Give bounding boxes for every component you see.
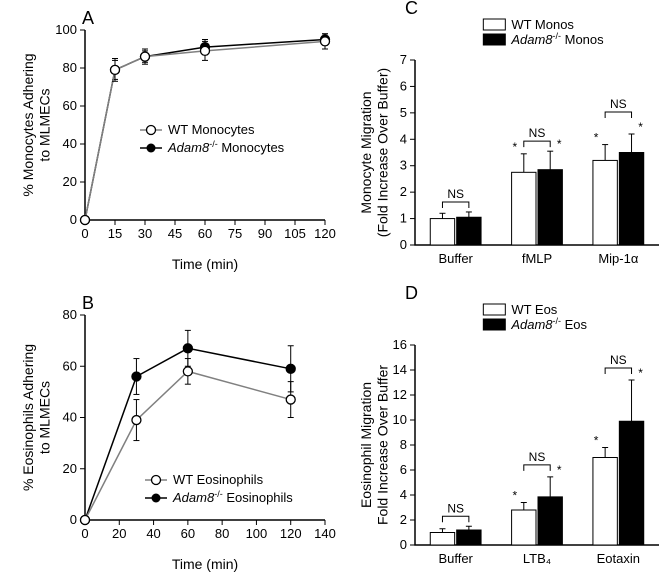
svg-text:40: 40	[146, 526, 160, 541]
svg-text:*: *	[512, 489, 517, 503]
svg-text:10: 10	[393, 412, 407, 427]
panel-a: A 0 15 30 45 60 75 90 105 120 0 20 40 60 80 100 Time (m…	[0, 0, 340, 275]
svg-text:*: *	[638, 120, 643, 134]
svg-text:0: 0	[81, 226, 88, 241]
panel-c-label: C	[405, 0, 418, 19]
svg-text:0: 0	[400, 537, 407, 552]
svg-text:Mip-1α: Mip-1α	[598, 251, 639, 266]
svg-text:15: 15	[108, 226, 122, 241]
svg-text:4: 4	[400, 487, 407, 502]
svg-text:80: 80	[63, 60, 77, 75]
svg-text:40: 40	[63, 410, 77, 425]
svg-text:20: 20	[112, 526, 126, 541]
panel-b-chart: 0 20 40 60 80 100 120 140 0 20 40 60 80 Time (min) % E…	[0, 285, 340, 575]
svg-text:*: *	[594, 131, 599, 145]
svg-text:Adam8-/- Monocytes: Adam8-/- Monocytes	[167, 139, 285, 155]
svg-text:5: 5	[400, 105, 407, 120]
svg-text:4: 4	[400, 131, 407, 146]
svg-text:Time (min): Time (min)	[172, 256, 238, 272]
svg-text:14: 14	[393, 362, 407, 377]
svg-text:2: 2	[400, 512, 407, 527]
svg-text:45: 45	[168, 226, 182, 241]
svg-text:Adam8-/- Eos: Adam8-/- Eos	[510, 316, 587, 332]
panel-b: B 0 20 40 60 80 100 120 140 0 20 40 60 80 Time (min)%…	[0, 285, 340, 575]
svg-text:2: 2	[400, 184, 407, 199]
svg-text:105: 105	[284, 226, 306, 241]
svg-text:Buffer: Buffer	[438, 551, 473, 566]
svg-text:100: 100	[246, 526, 268, 541]
svg-text:Eosinophil MigrationFold Incre: Eosinophil MigrationFold Increase Over B…	[358, 365, 391, 525]
svg-text:75: 75	[228, 226, 242, 241]
panel-a-chart: 0 15 30 45 60 75 90 105 120 0 20 40 60 80 100 Time (min…	[0, 0, 340, 275]
svg-text:12: 12	[393, 387, 407, 402]
svg-text:60: 60	[181, 526, 195, 541]
svg-text:Adam8-/- Eosinophils: Adam8-/- Eosinophils	[172, 489, 293, 505]
svg-text:fMLP: fMLP	[522, 251, 552, 266]
svg-text:90: 90	[258, 226, 272, 241]
svg-text:20: 20	[63, 461, 77, 476]
svg-text:WT Eosinophils: WT Eosinophils	[173, 472, 264, 487]
panel-b-label: B	[82, 293, 94, 314]
svg-text:LTB₄: LTB₄	[523, 551, 551, 566]
svg-text:8: 8	[400, 437, 407, 452]
svg-text:7: 7	[400, 52, 407, 67]
svg-text:NS: NS	[447, 501, 464, 515]
svg-text:WT Eos: WT Eos	[511, 302, 557, 317]
svg-text:*: *	[557, 463, 562, 477]
svg-text:NS: NS	[529, 126, 546, 140]
svg-text:Time (min): Time (min)	[172, 556, 238, 572]
svg-text:NS: NS	[610, 353, 627, 367]
panel-c-chart: 0 1 2 3 4 5 6 7 Monocyte Migration(Fold Increase…	[345, 0, 669, 275]
svg-text:3: 3	[400, 158, 407, 173]
svg-text:80: 80	[215, 526, 229, 541]
svg-text:60: 60	[63, 358, 77, 373]
svg-text:*: *	[594, 434, 599, 448]
svg-text:Buffer: Buffer	[438, 251, 473, 266]
svg-text:20: 20	[63, 174, 77, 189]
svg-text:140: 140	[314, 526, 336, 541]
svg-text:WT Monocytes: WT Monocytes	[168, 122, 255, 137]
svg-text:*: *	[557, 137, 562, 151]
panel-c: C 0 1 2 3 4 5 6 7 Monocyte Migration(Fold Increa…	[345, 0, 669, 275]
svg-text:NS: NS	[529, 450, 546, 464]
svg-text:% Eosinophils Adheringto MLMEC: % Eosinophils Adheringto MLMECs	[20, 344, 53, 491]
svg-text:16: 16	[393, 337, 407, 352]
svg-text:Adam8-/- Monos: Adam8-/- Monos	[510, 31, 604, 47]
svg-text:*: *	[638, 366, 643, 380]
svg-text:Eotaxin: Eotaxin	[597, 551, 640, 566]
svg-text:30: 30	[138, 226, 152, 241]
svg-text:0: 0	[70, 212, 77, 227]
panel-a-label: A	[82, 8, 94, 29]
svg-text:60: 60	[63, 98, 77, 113]
svg-text:*: *	[512, 140, 517, 154]
svg-text:Monocyte Migration(Fold Increa: Monocyte Migration(Fold Increase Over Bu…	[358, 68, 391, 237]
svg-text:100: 100	[55, 22, 77, 37]
svg-text:120: 120	[314, 226, 336, 241]
svg-text:% Monocytes Adheringto MLMECs: % Monocytes Adheringto MLMECs	[20, 53, 53, 196]
svg-text:60: 60	[198, 226, 212, 241]
svg-text:0: 0	[81, 526, 88, 541]
svg-text:6: 6	[400, 78, 407, 93]
panel-d: D 0 2 4 6 8 10 12 14 16Eosinophil MigrationFold …	[345, 285, 669, 575]
svg-text:40: 40	[63, 136, 77, 151]
svg-text:0: 0	[70, 512, 77, 527]
svg-text:1: 1	[400, 211, 407, 226]
svg-text:WT Monos: WT Monos	[511, 17, 574, 32]
svg-text:NS: NS	[610, 97, 627, 111]
svg-text:120: 120	[280, 526, 302, 541]
panel-d-chart: 0 2 4 6 8 10 12 14 16Eosinophil MigrationFold In…	[345, 285, 669, 575]
panel-d-label: D	[405, 283, 418, 304]
svg-text:6: 6	[400, 462, 407, 477]
svg-text:80: 80	[63, 307, 77, 322]
svg-text:NS: NS	[447, 187, 464, 201]
svg-text:0: 0	[400, 237, 407, 252]
